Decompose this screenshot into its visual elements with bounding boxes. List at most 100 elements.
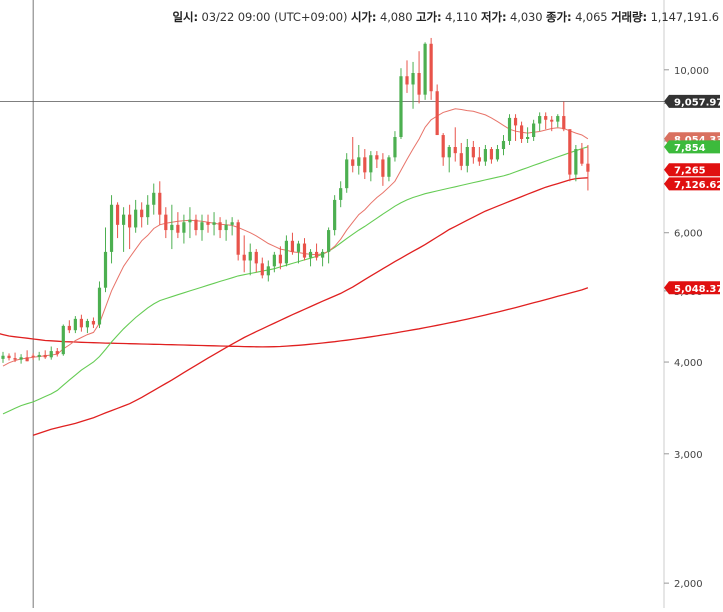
candle-body (284, 240, 289, 264)
crosshair-price-label: 9,057.974 (664, 94, 723, 108)
candle-body (507, 117, 512, 141)
candle (453, 127, 457, 162)
ma-longest-price-label: 5,048.375 (664, 281, 723, 295)
candle (140, 202, 144, 228)
candle-body (254, 251, 258, 264)
candle (49, 346, 53, 360)
candle-body (471, 147, 475, 158)
candle (109, 195, 114, 264)
candle (586, 144, 590, 191)
candle (158, 181, 162, 225)
candle-body (290, 240, 295, 252)
candle-body (266, 266, 270, 276)
candle-body (260, 263, 264, 276)
candle (194, 214, 198, 236)
price-tick-label: 2,000 (674, 579, 703, 590)
candle (580, 142, 584, 166)
candle-body (314, 251, 319, 258)
candle-body (128, 214, 132, 228)
candle (327, 227, 331, 264)
candle (544, 112, 548, 130)
ma-mid-price-label: 7,854 (664, 140, 720, 154)
candle (146, 195, 150, 225)
candle-body (363, 157, 367, 173)
candle (296, 240, 301, 264)
candle (272, 251, 276, 273)
candle-body (146, 204, 150, 218)
candle (284, 235, 289, 267)
candle (79, 314, 83, 332)
candle-body (483, 149, 487, 162)
candle-body (544, 116, 548, 120)
candle-body (580, 149, 584, 164)
candle (435, 84, 439, 136)
candle (230, 217, 234, 236)
candle (471, 140, 475, 164)
high-value: 4,110 (445, 10, 478, 24)
candle (519, 121, 524, 143)
candle (375, 151, 379, 168)
ma-longest-line (0, 287, 589, 348)
candle (43, 350, 47, 359)
candle-body (91, 320, 96, 325)
price-labels: 9,057.974 8,054.3337,854 7,126.628 7,265 5,0… (664, 94, 723, 295)
candle-body (405, 76, 409, 85)
open-label: 시가: (350, 10, 377, 24)
candle (67, 320, 71, 334)
candle (526, 127, 530, 143)
candle (550, 116, 554, 132)
ma-long-price-label-text: 7,126.628 (674, 180, 723, 191)
crosshair-price-label-text: 9,057.974 (674, 97, 723, 108)
candle (568, 129, 572, 182)
candle (242, 235, 246, 273)
candle-body (37, 354, 41, 357)
candle (218, 217, 222, 239)
close-label: 종가: (546, 10, 572, 24)
candle-body (103, 251, 108, 288)
candle (574, 144, 578, 182)
ma-long-price-label: 7,126.628 (664, 177, 723, 191)
candle-body (381, 159, 385, 177)
price-tick-label: 6,000 (674, 229, 703, 240)
candle (134, 199, 138, 233)
candle (314, 243, 319, 261)
candle (345, 153, 349, 193)
candle-body (513, 117, 518, 126)
candle (248, 243, 252, 276)
candle (381, 153, 385, 186)
open-value: 4,080 (379, 10, 413, 24)
candle (308, 249, 313, 267)
candle (477, 147, 481, 166)
candle (13, 352, 17, 363)
candle-body (236, 222, 240, 255)
ma-longest-price-label-bg (664, 281, 720, 295)
ma-short-price-label-text: 8,054.333 (674, 135, 723, 146)
candle-body (43, 354, 47, 358)
candle-body (501, 140, 506, 150)
candle-body (568, 129, 572, 175)
ma-long-price-label-bg (664, 177, 720, 191)
candle-body (7, 355, 11, 359)
candle (369, 151, 373, 182)
candle (495, 144, 500, 162)
candle-body (242, 254, 246, 261)
candle (363, 149, 367, 180)
candle (399, 68, 403, 139)
candle-body (19, 357, 23, 360)
low-label: 저가: (481, 10, 507, 24)
candle (447, 144, 451, 173)
candle-body (272, 254, 276, 267)
candle (25, 350, 29, 362)
crosshair (0, 0, 664, 608)
candle-body (327, 230, 331, 252)
close-value: 4,065 (575, 10, 608, 24)
candle-body (351, 159, 355, 166)
candle (357, 144, 361, 175)
candle (176, 212, 180, 239)
candle (128, 204, 132, 250)
ma-mid-line (2, 146, 589, 415)
moving-averages (0, 108, 589, 436)
candle-body (115, 204, 120, 225)
